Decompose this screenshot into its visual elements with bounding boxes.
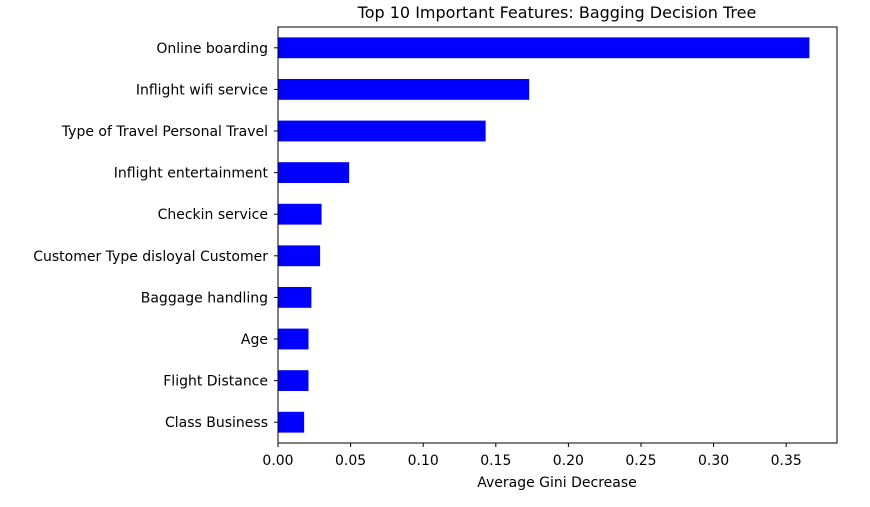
bars-group [278,37,810,433]
y-tick-label: Class Business [165,415,268,431]
y-tick-label: Inflight wifi service [136,82,268,98]
x-axis-ticks: 0.00 0.05 0.10 0.15 0.20 0.25 0.30 0.35 [262,443,802,469]
x-tick-label: 0.35 [771,453,802,469]
x-axis-label: Average Gini Decrease [477,475,637,491]
plot-frame [277,26,838,444]
y-tick-label: Customer Type disloyal Customer [33,249,268,265]
bar-5 [278,245,321,267]
y-axis-ticks: Online boarding Inflight wifi service Type… [33,41,278,431]
y-tick-label: Baggage handling [141,290,268,306]
bar-4 [278,203,322,225]
y-tick-label: Online boarding [156,41,268,57]
x-tick-label: 0.15 [480,453,511,469]
y-tick-label: Type of Travel Personal Travel [61,124,268,140]
bar-8 [278,370,309,391]
y-tick-label: Age [241,332,268,348]
y-tick-label: Checkin service [158,207,268,223]
y-tick-label: Inflight entertainment [114,166,269,182]
bar-1 [278,79,530,100]
x-tick-label: 0.20 [553,453,584,469]
x-tick-label: 0.05 [335,453,366,469]
x-tick-label: 0.10 [408,453,439,469]
bar-3 [278,162,350,183]
x-tick-label: 0.30 [698,453,729,469]
x-tick-label: 0.00 [262,453,293,469]
bar-9 [278,411,305,433]
y-tick-label: Flight Distance [163,374,268,390]
bar-7 [278,328,309,350]
bar-0 [278,37,810,59]
x-tick-label: 0.25 [625,453,656,469]
bar-2 [278,120,486,142]
chart-title: Top 10 Important Features: Bagging Decis… [357,3,757,22]
bar-6 [278,287,312,308]
